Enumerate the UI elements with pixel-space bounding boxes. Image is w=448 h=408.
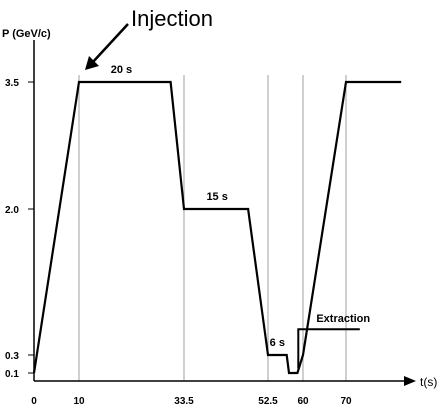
- x-axis-arrowhead: [404, 376, 416, 386]
- annotation-label: 6 s: [270, 337, 285, 349]
- annotation-label: Extraction: [316, 313, 370, 325]
- y-tick-label: 0.3: [5, 351, 19, 362]
- y-tick-label: 3.5: [5, 78, 19, 89]
- x-tick-label: 33.5: [174, 396, 194, 407]
- y-tick-label: 2.0: [5, 205, 19, 216]
- y-tick-label: 0.1: [5, 369, 19, 380]
- x-tick-labels: 0 10 33.5 52.5 60 70: [31, 396, 352, 407]
- x-tick-label: 60: [297, 396, 309, 407]
- x-tick-label: 52.5: [258, 396, 278, 407]
- x-tick-label: 70: [340, 396, 352, 407]
- injection-arrow: [91, 23, 129, 64]
- x-tick-label: 0: [31, 396, 37, 407]
- x-tick-label: 10: [73, 396, 85, 407]
- x-axis-label: t(s): [420, 375, 437, 389]
- injection-arrowhead: [85, 56, 99, 70]
- y-axis-label: P (GeV/c): [2, 28, 51, 40]
- extraction-marker-line: [297, 328, 360, 369]
- annotation-label: Injection: [131, 6, 213, 31]
- annotation-label: 20 s: [111, 64, 132, 76]
- annotations: Injection 20 s 15 s 6 s Extraction: [111, 6, 371, 349]
- momentum-series-line: [32, 80, 402, 375]
- annotation-label: 15 s: [206, 191, 227, 203]
- y-tick-labels: 0.1 0.3 2.0 3.5: [5, 78, 34, 380]
